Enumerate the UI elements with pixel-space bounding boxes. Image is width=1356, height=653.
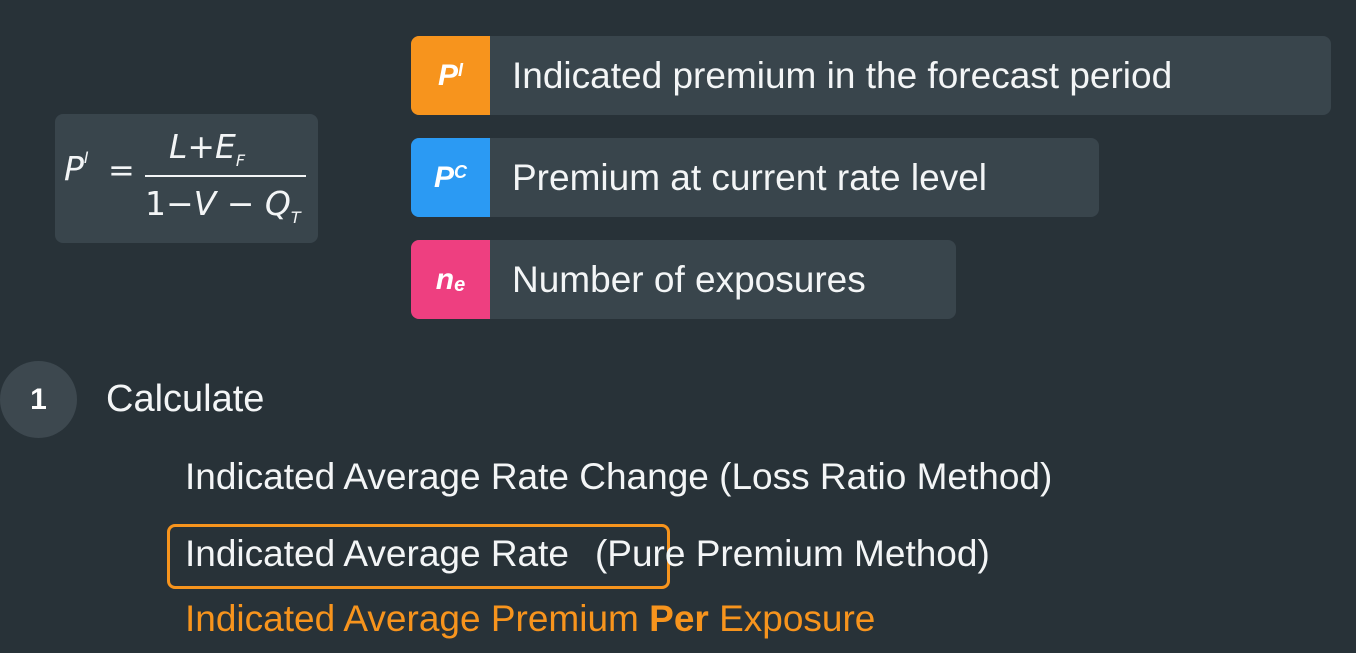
legend-label: Premium at current rate level xyxy=(512,157,988,198)
formula-numerator: L+EF xyxy=(169,127,246,170)
method-note: (Pure Premium Method) xyxy=(594,533,990,574)
formula-box: PI = L+EF 1−V − QT xyxy=(55,114,318,243)
formula-lhs: PI xyxy=(64,148,89,188)
emphasis-per: Per xyxy=(649,598,709,639)
item-loss-ratio-method: Indicated Average Rate Change (Loss Rati… xyxy=(185,456,1053,497)
formula-equals: = xyxy=(108,151,135,189)
item-pure-premium-method: Indicated Average Rate (Pure Premium Meth… xyxy=(185,531,990,577)
item-premium-per-exposure: Indicated Average Premium Per Exposure xyxy=(185,598,876,639)
formula-fraction-bar xyxy=(145,175,306,177)
step-number-badge: 1 xyxy=(0,361,77,438)
highlight-box xyxy=(167,524,670,589)
step-label: Calculate xyxy=(106,378,265,420)
legend-label: Indicated premium in the forecast period xyxy=(512,55,1173,96)
formula-denominator: 1−V − QT xyxy=(145,184,301,227)
highlighted-term: Indicated Average Rate xyxy=(185,533,569,574)
legend-label: Number of exposures xyxy=(512,259,866,300)
